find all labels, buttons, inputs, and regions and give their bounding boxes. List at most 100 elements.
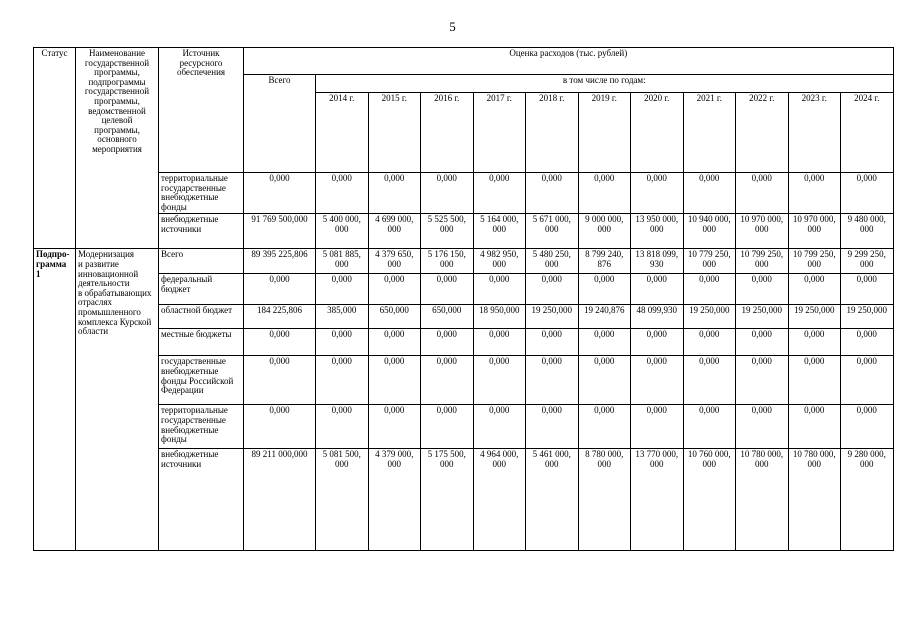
header-expense-estimate: Оценка расходов (тыс. рублей) <box>243 47 894 75</box>
table-header-row-1: Статус Наименование государственной прог… <box>33 46 894 250</box>
year-value: 0,000 <box>367 404 421 450</box>
year-value: 0,000 <box>787 273 841 306</box>
year-value: 10 799 250, 000 <box>787 248 841 275</box>
year-header: 2020 г. <box>630 92 684 173</box>
document-page: 5 Статус Наименование государственной пр… <box>33 19 894 552</box>
year-value: 0,000 <box>787 355 841 406</box>
year-value: 0,000 <box>315 328 369 357</box>
year-value: 8 799 240, 876 <box>577 248 631 275</box>
year-value: 10 779 250, 000 <box>682 248 736 275</box>
year-value: 0,000 <box>420 171 474 215</box>
year-value: 0,000 <box>682 355 736 406</box>
year-value: 19 250,000 <box>787 304 841 330</box>
year-value: 0,000 <box>735 328 789 357</box>
total-value: 91 769 500,000 <box>243 213 316 250</box>
year-value: 0,000 <box>787 404 841 450</box>
year-value: 10 780 000, 000 <box>787 448 841 552</box>
year-value: 0,000 <box>630 273 684 306</box>
header-program-name: Наименование государственной программы, … <box>75 46 159 250</box>
header-resource-source: Источник ресурсного обеспечения <box>158 47 244 173</box>
year-value: 0,000 <box>420 328 474 357</box>
subprogram-name-cell: Модернизация и развитие инновационной де… <box>75 248 159 552</box>
page-number: 5 <box>449 19 456 34</box>
year-value: 0,000 <box>630 404 684 450</box>
year-value: 0,000 <box>315 273 369 306</box>
source-label: Всего <box>158 248 244 275</box>
year-value: 10 970 000, 000 <box>735 213 789 250</box>
source-label: государственные внебюджетные фонды Росси… <box>158 355 244 406</box>
year-value: 0,000 <box>840 171 894 215</box>
year-value: 5 480 250, 000 <box>525 248 579 275</box>
table-row: внебюджетные источники 89 211 000,000 5 … <box>34 448 894 552</box>
source-label: внебюджетные источники <box>158 213 244 250</box>
year-value: 19 250,000 <box>525 304 579 330</box>
year-value: 0,000 <box>472 273 526 306</box>
total-value: 0,000 <box>243 404 316 450</box>
table-row: федеральный бюджет 0,000 0,000 0,000 0,0… <box>34 273 894 306</box>
year-value: 0,000 <box>735 273 789 306</box>
year-value: 5 671 000, 000 <box>525 213 579 250</box>
year-header: 2023 г. <box>787 92 841 173</box>
year-value: 19 250,000 <box>735 304 789 330</box>
header-status: Статус <box>33 46 76 250</box>
year-value: 0,000 <box>525 171 579 215</box>
year-value: 0,000 <box>420 273 474 306</box>
year-value: 0,000 <box>577 171 631 215</box>
total-value: 0,000 <box>243 273 316 306</box>
year-header: 2018 г. <box>525 92 579 173</box>
year-value: 0,000 <box>525 404 579 450</box>
year-value: 0,000 <box>472 171 526 215</box>
year-value: 0,000 <box>577 273 631 306</box>
year-value: 10 940 000, 000 <box>682 213 736 250</box>
year-value: 0,000 <box>367 328 421 357</box>
year-value: 0,000 <box>840 404 894 450</box>
year-value: 5 525 500, 000 <box>420 213 474 250</box>
table-row: местные бюджеты 0,000 0,000 0,000 0,000 … <box>34 328 894 357</box>
header-by-years: в том числе по годам: <box>315 74 894 93</box>
year-value: 13 818 099, 930 <box>630 248 684 275</box>
year-header: 2017 г. <box>472 92 526 173</box>
year-value: 0,000 <box>840 355 894 406</box>
table-row: государственные внебюджетные фонды Росси… <box>34 355 894 406</box>
total-value: 89 395 225,806 <box>243 248 316 275</box>
year-value: 8 780 000, 000 <box>577 448 631 552</box>
total-value: 0,000 <box>243 171 316 215</box>
year-value: 0,000 <box>682 328 736 357</box>
year-value: 0,000 <box>630 328 684 357</box>
year-value: 0,000 <box>840 273 894 306</box>
year-value: 10 970 000, 000 <box>787 213 841 250</box>
year-value: 5 175 500, 000 <box>420 448 474 552</box>
year-value: 19 250,000 <box>682 304 736 330</box>
year-value: 0,000 <box>787 171 841 215</box>
year-value: 0,000 <box>787 328 841 357</box>
year-value: 4 379 650, 000 <box>367 248 421 275</box>
year-value: 0,000 <box>472 355 526 406</box>
year-value: 10 780 000, 000 <box>735 448 789 552</box>
source-label: местные бюджеты <box>158 328 244 357</box>
year-value: 5 164 000, 000 <box>472 213 526 250</box>
year-value: 10 760 000, 000 <box>682 448 736 552</box>
year-value: 0,000 <box>367 171 421 215</box>
year-value: 0,000 <box>315 171 369 215</box>
year-value: 0,000 <box>472 328 526 357</box>
year-value: 0,000 <box>577 355 631 406</box>
total-value: 0,000 <box>243 328 316 357</box>
year-header: 2019 г. <box>577 92 631 173</box>
year-value: 0,000 <box>735 171 789 215</box>
subprogram-status-cell: Подпро- грамма 1 <box>33 248 76 552</box>
table-row: Подпро- грамма 1 Модернизация и развитие… <box>33 248 894 552</box>
year-header: 2014 г. <box>315 92 369 173</box>
year-value: 0,000 <box>367 273 421 306</box>
total-value: 0,000 <box>243 355 316 406</box>
year-value: 4 982 950, 000 <box>472 248 526 275</box>
source-label: территориальные государственные внебюдже… <box>158 404 244 450</box>
year-value: 10 799 250, 000 <box>735 248 789 275</box>
year-value: 0,000 <box>630 355 684 406</box>
year-value: 0,000 <box>577 404 631 450</box>
year-value: 18 950,000 <box>472 304 526 330</box>
year-value: 0,000 <box>420 355 474 406</box>
year-value: 0,000 <box>367 355 421 406</box>
year-value: 13 770 000, 000 <box>630 448 684 552</box>
year-value: 0,000 <box>840 328 894 357</box>
year-value: 9 280 000, 000 <box>840 448 894 552</box>
